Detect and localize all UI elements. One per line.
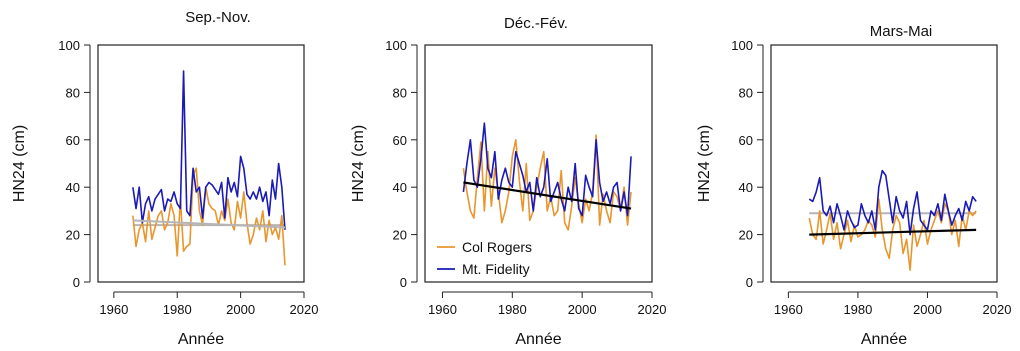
chart-title: Mars-Mai: [870, 23, 933, 40]
y-tick-label: 20: [739, 228, 753, 243]
series-mt-fidelity: [808, 169, 977, 236]
mean-line: [132, 219, 286, 229]
y-tick-label: 0: [746, 275, 753, 290]
x-tick-label: 2000: [568, 302, 597, 317]
y-tick-label: 100: [385, 38, 407, 53]
panel-1: Sep.-Nov. 0 20 40 60 80 100 1960 1980 2000 2020 Ann…: [11, 9, 318, 348]
x-tick-label: 1960: [774, 302, 803, 317]
series-mt-fidelity: [132, 70, 286, 230]
y-tick-label: 80: [393, 85, 407, 100]
panel-2: Déc.-Fév. 0 20 40 60 80 100 1960 1980 2000 2020 Ann…: [350, 15, 666, 348]
y-tick-label: 0: [73, 275, 80, 290]
legend-label-col-rogers: Col Rogers: [462, 239, 532, 255]
legend: Col Rogers Mt. Fidelity: [437, 239, 532, 277]
y-tick-label: 80: [739, 85, 753, 100]
trend-line: [463, 181, 632, 210]
y-tick-label: 40: [393, 180, 407, 195]
y-tick-label: 60: [739, 133, 753, 148]
y-axis-label: HN24 (cm): [350, 125, 367, 202]
y-tick-label: 40: [739, 180, 753, 195]
x-tick-label: 1960: [428, 302, 457, 317]
panel-3: Mars-Mai 0 20 40 60 80 100 1960 1980 2000 2020 Anné…: [696, 23, 1011, 348]
plot-frame: [424, 44, 653, 283]
x-axis-label: Année: [861, 331, 907, 348]
plot-frame: [770, 44, 998, 283]
y-tick-label: 20: [66, 228, 80, 243]
x-tick-label: 2020: [638, 302, 667, 317]
y-tick-label: 20: [393, 228, 407, 243]
chart-title: Sep.-Nov.: [185, 9, 251, 26]
trend-line: [809, 228, 977, 236]
y-tick-label: 60: [66, 133, 80, 148]
y-axis-label: HN24 (cm): [11, 125, 28, 202]
x-tick-label: 2020: [983, 302, 1012, 317]
x-tick-label: 1980: [498, 302, 527, 317]
series-col-rogers: [462, 134, 632, 231]
x-tick-label: 2000: [913, 302, 942, 317]
x-tick-label: 1980: [843, 302, 872, 317]
x-tick-label: 1980: [163, 302, 192, 317]
y-tick-label: 0: [400, 275, 407, 290]
x-axis-label: Année: [178, 331, 224, 348]
y-axis-label: HN24 (cm): [696, 125, 713, 202]
x-tick-label: 2000: [226, 302, 255, 317]
x-tick-label: 2020: [290, 302, 319, 317]
series-col-rogers: [132, 167, 286, 266]
y-tick-label: 80: [66, 85, 80, 100]
y-tick-label: 100: [731, 38, 753, 53]
plot-frame: [97, 44, 305, 283]
legend-label-mt-fidelity: Mt. Fidelity: [462, 261, 530, 277]
y-tick-label: 100: [58, 38, 80, 53]
chart-title: Déc.-Fév.: [504, 15, 568, 32]
y-tick-label: 40: [66, 180, 80, 195]
x-axis-label: Année: [515, 331, 561, 348]
series-mt-fidelity: [462, 122, 632, 217]
y-tick-label: 60: [393, 133, 407, 148]
x-tick-label: 1960: [99, 302, 128, 317]
